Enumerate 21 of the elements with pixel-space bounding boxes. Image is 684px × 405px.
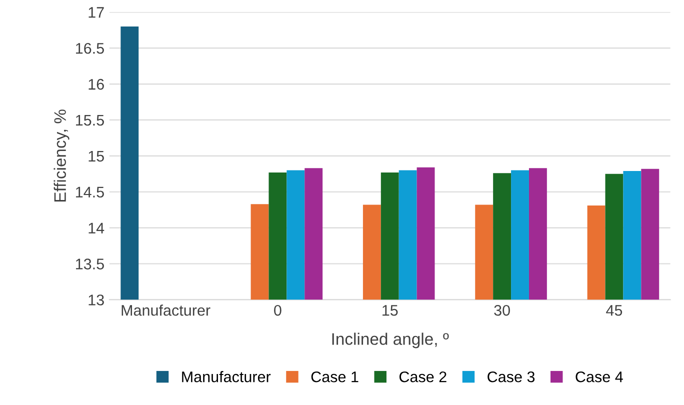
x-tick-label: 15 bbox=[382, 305, 398, 316]
y-tick-label: 14.5 bbox=[76, 186, 104, 198]
x-tick-label: 45 bbox=[606, 305, 622, 316]
y-tick-label: 14 bbox=[88, 222, 104, 234]
y-tick-label: 15.5 bbox=[76, 115, 104, 126]
legend-label: Case 4 bbox=[576, 371, 623, 382]
y-tick-label: 17 bbox=[88, 7, 104, 18]
legend-label: Case 2 bbox=[399, 371, 446, 382]
y-tick-label: 16 bbox=[88, 78, 104, 90]
x-axis-title: Inclined angle, º bbox=[332, 332, 449, 348]
legend-label: Manufacturer bbox=[182, 371, 271, 382]
y-tick-label: 13 bbox=[88, 294, 104, 306]
y-tick-label: 16.5 bbox=[76, 42, 104, 54]
x-tick-label: Manufacturer bbox=[122, 304, 210, 316]
y-axis-title: Efficiency, % bbox=[54, 110, 70, 202]
x-tick-label: 0 bbox=[274, 304, 282, 316]
y-tick-label: 15 bbox=[88, 150, 104, 162]
y-tick-label: 13.5 bbox=[76, 258, 104, 270]
legend-label: Case 1 bbox=[311, 371, 358, 382]
x-tick-label: 30 bbox=[494, 304, 510, 316]
legend-label: Case 3 bbox=[488, 371, 535, 382]
